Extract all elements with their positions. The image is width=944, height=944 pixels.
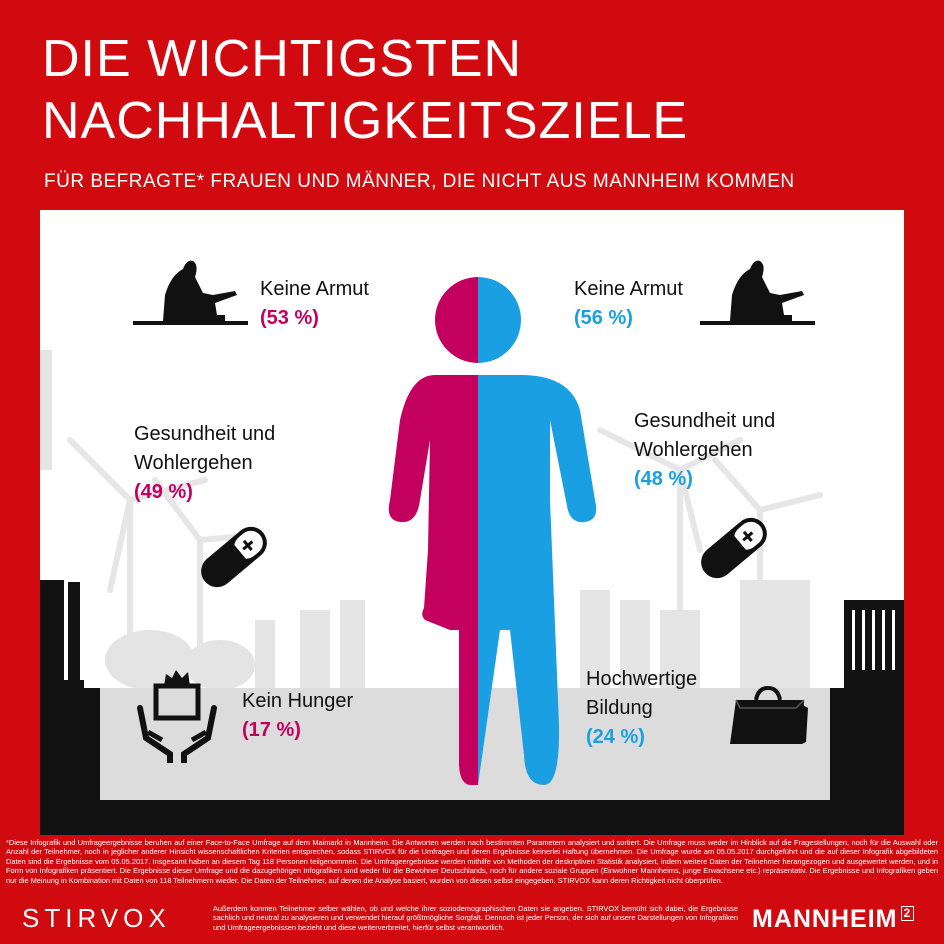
mannheim-logo-sup: 2	[900, 906, 915, 921]
women-item-1-label: Keine Armut	[260, 278, 369, 300]
mannheim-logo-text: MANNHEIM	[752, 905, 898, 933]
women-item-3: Kein Hunger (17 %)	[242, 687, 353, 745]
men-item-2: Gesundheit und Wohlergehen (48 %)	[634, 407, 775, 494]
title-line-2: NACHHALTIGKEITSZIELE	[42, 92, 689, 150]
title-line-1: DIE WICHTIGSTEN	[42, 30, 523, 88]
men-item-1-percent: (56 %)	[574, 307, 633, 329]
women-item-2-percent: (49 %)	[134, 481, 193, 503]
homeless-person-icon	[700, 260, 815, 325]
men-item-2-label-2: Wohlergehen	[634, 439, 753, 461]
disclaimer-text: *Diese Infografik und Umfrageergebnisse …	[6, 838, 938, 885]
men-item-3: Hochwertige Bildung (24 %)	[586, 665, 697, 752]
women-item-1-percent: (53 %)	[260, 307, 319, 329]
disclaimer-text-2: Außerdem konnten Teilnehmer selber wähle…	[213, 904, 738, 932]
men-item-1: Keine Armut (56 %)	[574, 275, 683, 333]
men-item-3-label-2: Bildung	[586, 697, 653, 719]
infographic-panel: Keine Armut (53 %) Gesundheit und Wohler…	[40, 210, 904, 835]
men-item-3-label-1: Hochwertige	[586, 668, 698, 690]
women-item-1: Keine Armut (53 %)	[260, 275, 369, 333]
women-item-2: Gesundheit und Wohlergehen (49 %)	[134, 420, 275, 507]
women-item-3-percent: (17 %)	[242, 719, 301, 741]
homeless-person-icon	[133, 260, 248, 325]
mannheim-logo: MANNHEIM 2	[752, 905, 915, 934]
bag-icon	[730, 686, 808, 744]
page-title: DIE WICHTIGSTEN NACHHALTIGKEITSZIELE	[42, 28, 688, 152]
women-item-2-label-2: Wohlergehen	[134, 452, 253, 474]
pill-icon	[201, 526, 267, 588]
food-donation-icon	[137, 670, 217, 763]
men-item-2-percent: (48 %)	[634, 468, 693, 490]
page-subtitle: FÜR BEFRAGTE* FRAUEN UND MÄNNER, DIE NIC…	[44, 171, 795, 192]
men-item-2-label-1: Gesundheit und	[634, 410, 776, 432]
women-item-3-label: Kein Hunger	[242, 690, 354, 712]
men-item-3-percent: (24 %)	[586, 726, 645, 748]
women-item-2-label-1: Gesundheit und	[134, 423, 276, 445]
men-item-1-label: Keine Armut	[574, 278, 683, 300]
pill-icon	[701, 517, 767, 579]
stirvox-logo: STIRVOX	[22, 903, 171, 933]
